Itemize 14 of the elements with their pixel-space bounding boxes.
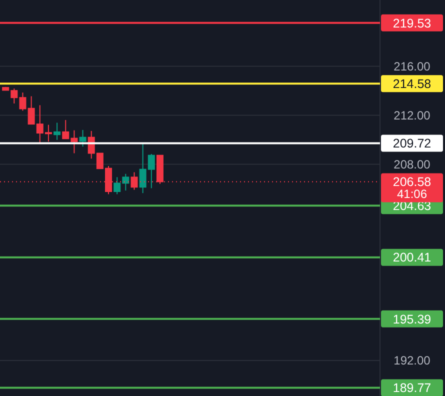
ref-line-label: 214.58 bbox=[392, 76, 432, 91]
y-tick-label: 212.00 bbox=[394, 108, 431, 122]
ref-line-label: 189.77 bbox=[392, 381, 432, 396]
ref-line-label: 206.58 bbox=[392, 175, 432, 190]
ref-line-label: 209.72 bbox=[392, 136, 432, 151]
ref-line-label: 200.41 bbox=[392, 250, 432, 265]
y-tick-label: 192.00 bbox=[394, 354, 431, 368]
text: 41:06 bbox=[396, 186, 428, 201]
y-tick-label: 208.00 bbox=[394, 157, 431, 172]
candlestick bbox=[79, 129, 86, 148]
ref-line-label: 195.39 bbox=[392, 312, 432, 326]
y-tick-label: 216.00 bbox=[394, 59, 431, 74]
candlestick bbox=[54, 122, 61, 140]
ref-line-label: 219.53 bbox=[392, 16, 432, 30]
